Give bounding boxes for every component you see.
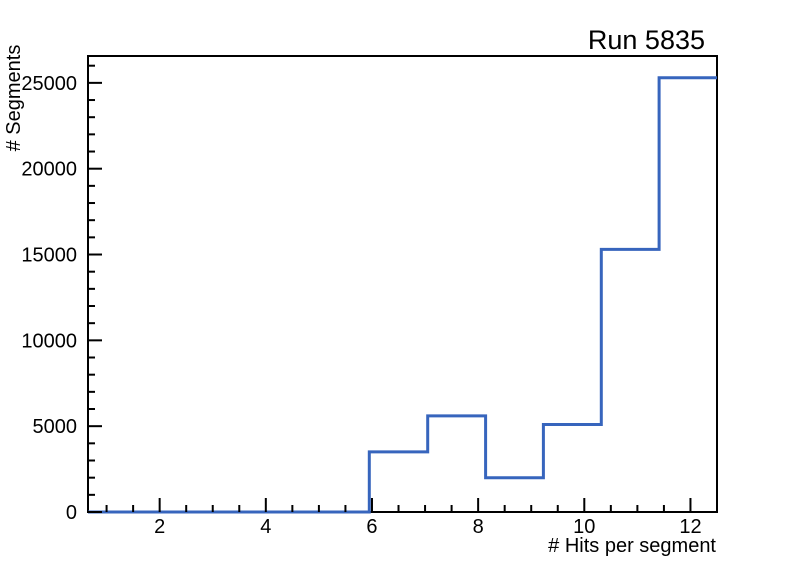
y-axis-title: # Segments bbox=[3, 44, 25, 152]
histogram-line bbox=[88, 76, 717, 514]
y-tick-label: 5000 bbox=[33, 416, 78, 438]
y-tick-label: 20000 bbox=[21, 159, 77, 181]
plot-frame bbox=[87, 55, 718, 513]
x-tick-label: 10 bbox=[573, 516, 595, 538]
x-tick-label: 8 bbox=[473, 516, 484, 538]
x-tick-label: 2 bbox=[154, 516, 165, 538]
y-tick-label: 0 bbox=[66, 502, 77, 524]
y-tick-label: 10000 bbox=[21, 330, 77, 352]
y-tick-label: 25000 bbox=[21, 73, 77, 95]
plot-title: Run 5835 bbox=[587, 25, 705, 55]
x-tick-label: 6 bbox=[366, 516, 377, 538]
x-tick-label: 4 bbox=[260, 516, 271, 538]
x-axis-title: # Hits per segment bbox=[548, 535, 716, 557]
x-tick-label: 12 bbox=[679, 516, 701, 538]
y-tick-label: 15000 bbox=[21, 245, 77, 267]
